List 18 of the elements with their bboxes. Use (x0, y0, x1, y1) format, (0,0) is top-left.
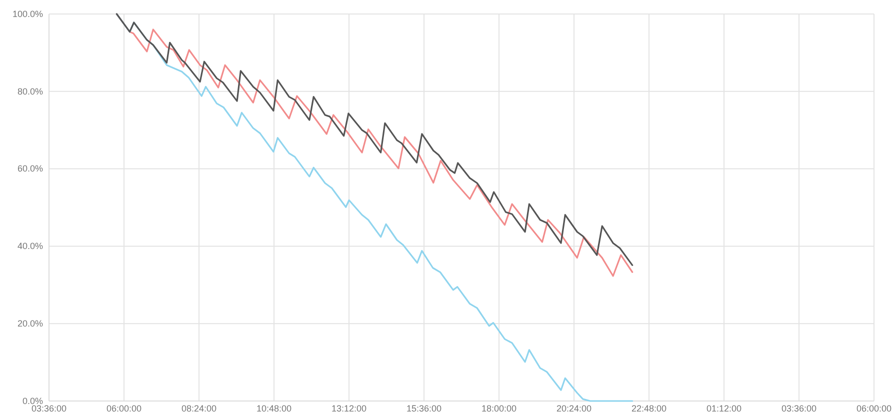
y-tick-label: 0.0% (22, 396, 43, 406)
x-tick-label: 03:36:00 (31, 403, 67, 414)
x-tick-label: 01:12:00 (706, 403, 742, 414)
y-tick-label: 60.0% (17, 164, 43, 174)
x-tick-label: 03:36:00 (781, 403, 817, 414)
x-tick-label: 08:24:00 (181, 403, 217, 414)
x-tick-label: 06:00:00 (106, 403, 142, 414)
x-tick-label: 06:00:00 (856, 403, 892, 414)
y-tick-label: 80.0% (17, 86, 43, 96)
x-tick-label: 15:36:00 (406, 403, 442, 414)
y-tick-label: 40.0% (17, 241, 43, 252)
x-tick-label: 10:48:00 (256, 403, 292, 414)
x-tick-label: 18:00:00 (481, 403, 517, 414)
x-tick-label: 22:48:00 (631, 403, 667, 414)
y-tick-label: 100.0% (12, 8, 43, 19)
x-tick-label: 20:24:00 (556, 403, 592, 414)
x-tick-label: 13:12:00 (331, 403, 367, 414)
y-tick-label: 20.0% (17, 318, 43, 328)
